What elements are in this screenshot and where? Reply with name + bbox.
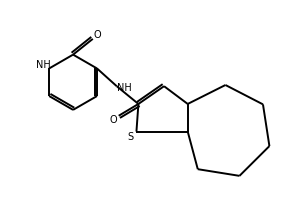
Text: NH: NH <box>117 83 132 93</box>
Text: S: S <box>128 132 134 142</box>
Text: O: O <box>94 30 101 40</box>
Text: O: O <box>110 115 118 125</box>
Text: NH: NH <box>36 60 51 70</box>
